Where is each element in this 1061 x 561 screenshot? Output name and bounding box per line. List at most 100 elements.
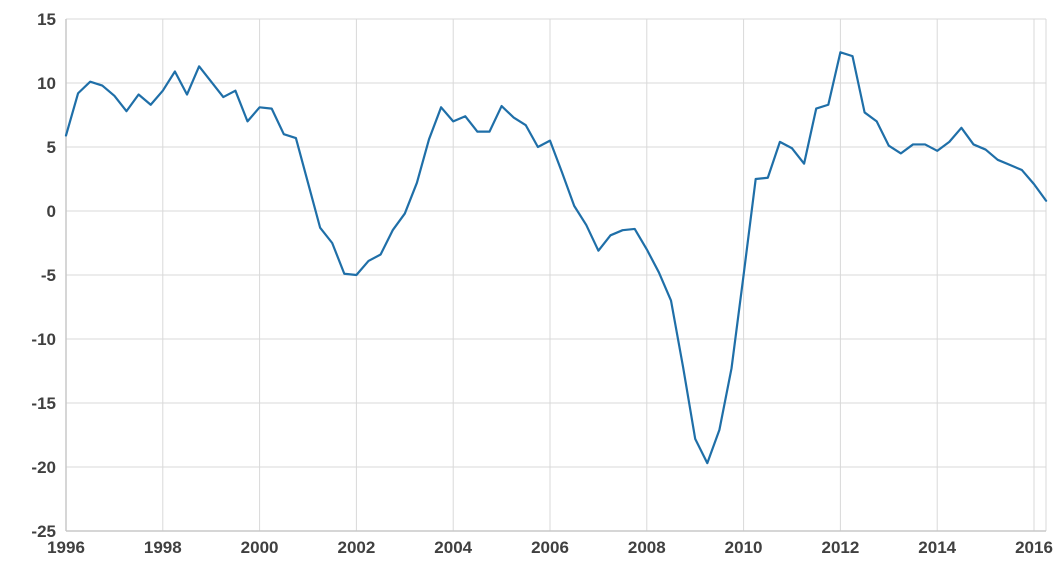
y-tick-label: 0 [47, 202, 56, 221]
data-point [500, 105, 502, 107]
x-tick-label: 2012 [821, 538, 859, 557]
data-point [537, 146, 539, 148]
data-point [779, 141, 781, 143]
axes [65, 19, 1046, 532]
data-point [404, 212, 406, 214]
x-tick-label: 2000 [241, 538, 279, 557]
data-point [646, 248, 648, 250]
data-point [295, 137, 297, 139]
x-tick-label: 2004 [434, 538, 472, 557]
data-point [367, 260, 369, 262]
data-point [150, 104, 152, 106]
data-point [718, 429, 720, 431]
y-tick-labels: 15 10 5 0 -5 -10 -15 -20 -25 [31, 10, 56, 541]
data-point [222, 96, 224, 98]
y-tick-label: -20 [31, 458, 56, 477]
data-point [670, 299, 672, 301]
data-point [1033, 183, 1035, 185]
y-tick-label: -15 [31, 394, 56, 413]
data-point [210, 81, 212, 83]
data-point [827, 104, 829, 106]
data-point [730, 367, 732, 369]
data-point [561, 171, 563, 173]
data-point [1021, 169, 1023, 171]
data-point [742, 274, 744, 276]
data-point [694, 438, 696, 440]
x-tick-label: 2002 [337, 538, 375, 557]
x-tick-label: 2006 [531, 538, 569, 557]
data-point [876, 120, 878, 122]
y-tick-label: -5 [41, 266, 56, 285]
data-point [767, 177, 769, 179]
data-point [597, 249, 599, 251]
data-point [972, 143, 974, 145]
data-point [186, 93, 188, 95]
data-point [851, 55, 853, 57]
data-point [1045, 200, 1047, 202]
x-tick-labels: 1996 1998 2000 2002 2004 2006 2008 2010 2012 2014… [47, 538, 1053, 557]
y-tick-label: 15 [37, 10, 56, 29]
data-point [283, 133, 285, 135]
data-point [997, 159, 999, 161]
data-point [355, 274, 357, 276]
y-tick-label: -10 [31, 330, 56, 349]
data-point [839, 51, 841, 53]
data-point [791, 147, 793, 149]
data-point [609, 234, 611, 236]
data-point [464, 115, 466, 117]
x-tick-label: 2016 [1015, 538, 1053, 557]
data-point [900, 152, 902, 154]
data-point [621, 229, 623, 231]
x-tick-label: 2008 [628, 538, 666, 557]
data-point [755, 178, 757, 180]
data-point [343, 273, 345, 275]
data-point [234, 89, 236, 91]
grid-lines [65, 18, 1047, 532]
data-point [331, 242, 333, 244]
data-point [89, 81, 91, 83]
data-point [803, 162, 805, 164]
data-point [573, 205, 575, 207]
y-tick-label: 5 [47, 138, 56, 157]
data-point [706, 462, 708, 464]
x-tick-label: 1998 [144, 538, 182, 557]
data-point [585, 224, 587, 226]
data-point [101, 84, 103, 86]
data-point [488, 130, 490, 132]
series-line [64, 51, 1048, 465]
data-point [452, 120, 454, 122]
data-point [440, 106, 442, 108]
data-point [634, 228, 636, 230]
data-point [1009, 164, 1011, 166]
data-point [65, 134, 67, 136]
data-point [379, 253, 381, 255]
data-point [258, 106, 260, 108]
data-point [863, 111, 865, 113]
data-point [912, 143, 914, 145]
data-point [246, 120, 248, 122]
data-point [77, 92, 79, 94]
data-point [174, 70, 176, 72]
data-point [137, 93, 139, 95]
data-point [936, 150, 938, 152]
data-point [513, 116, 515, 118]
y-tick-label: 10 [37, 74, 56, 93]
data-point [888, 145, 890, 147]
data-point [924, 143, 926, 145]
x-tick-label: 2010 [725, 538, 763, 557]
data-point [307, 182, 309, 184]
data-point [549, 139, 551, 141]
data-point [319, 226, 321, 228]
data-point [815, 107, 817, 109]
data-point [125, 110, 127, 112]
y-tick-label: -25 [31, 522, 56, 541]
data-point [984, 148, 986, 150]
data-point [162, 89, 164, 91]
data-point [948, 141, 950, 143]
data-point [476, 130, 478, 132]
data-point [271, 107, 273, 109]
data-point [113, 95, 115, 97]
data-point [198, 65, 200, 67]
data-point [392, 229, 394, 231]
